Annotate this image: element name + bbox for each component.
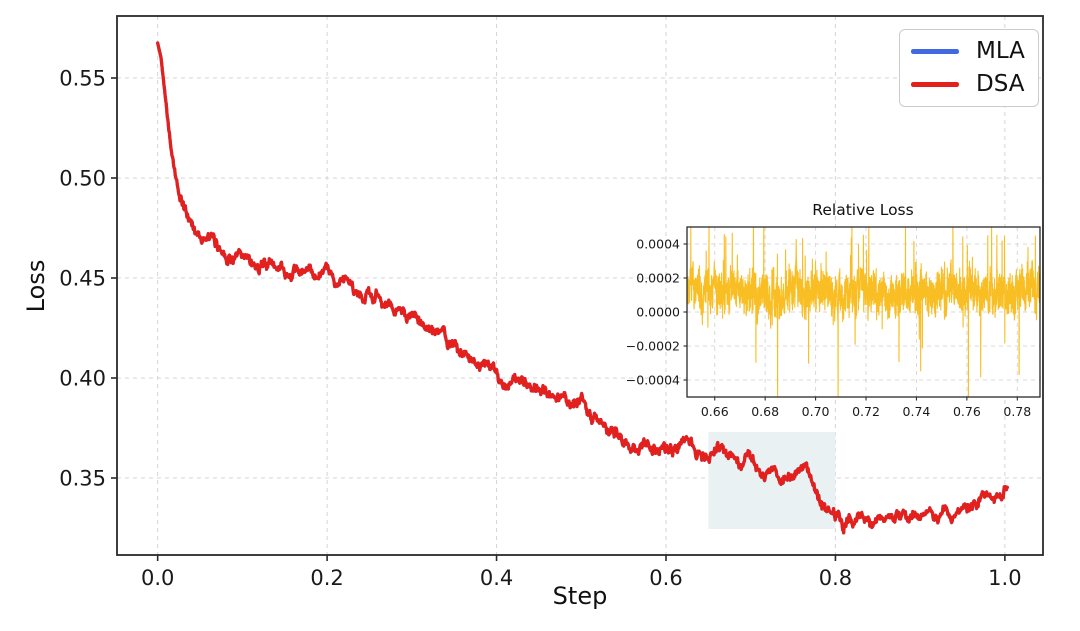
y-axis-label: Loss	[22, 259, 50, 313]
y-tick-label: 0.35	[59, 466, 106, 490]
x-tick-label: 0.66	[701, 404, 729, 419]
inset-title: Relative Loss	[812, 201, 914, 219]
y-tick-label: 0.0004	[636, 236, 680, 251]
x-tick-label: 1.0	[988, 566, 1021, 590]
y-tick-label: 0.0000	[636, 304, 680, 319]
x-tick-label: 0.4	[480, 566, 513, 590]
x-tick-label: 0.2	[310, 566, 343, 590]
y-tick-label: 0.55	[59, 66, 106, 90]
zoom-region-highlight	[708, 432, 836, 529]
series-line-dsa	[156, 41, 1010, 535]
axes-spines	[116, 15, 1044, 556]
x-tick-label: 0.70	[802, 404, 830, 419]
legend-line-dsa-icon	[911, 82, 959, 87]
y-tick-label: 0.40	[59, 366, 106, 390]
legend-line-mla-icon	[911, 49, 959, 54]
y-tick-label: 0.50	[59, 166, 106, 190]
x-tick-label: 0.76	[953, 404, 981, 419]
y-tick-label: −0.0004	[626, 372, 680, 387]
x-tick-label: 0.6	[649, 566, 682, 590]
x-tick-label: 0.74	[903, 404, 931, 419]
inset-relative-loss-chart: 0.66 0.68 0.70 0.72 0.74 0.76 0.78 −0.0004 −0.00…	[626, 226, 1041, 419]
legend: MLA DSA	[899, 29, 1039, 107]
x-tick-label: 0.78	[1003, 404, 1031, 419]
y-tick-label: 0.0002	[636, 270, 680, 285]
x-tick-label: 0.68	[751, 404, 779, 419]
x-axis-label: Step	[552, 582, 608, 610]
x-tick-label: 0.72	[852, 404, 880, 419]
legend-item-dsa: DSA	[911, 73, 1025, 96]
series-line-relative	[687, 227, 1040, 397]
y-tick-label: 0.45	[59, 266, 106, 290]
legend-item-mla: MLA	[911, 40, 1025, 63]
x-tick-label: 0.8	[819, 566, 852, 590]
legend-label-dsa: DSA	[976, 71, 1025, 97]
y-tick-label: −0.0002	[626, 338, 680, 353]
legend-label-mla: MLA	[976, 38, 1025, 64]
x-tick-label: 0.0	[141, 566, 174, 590]
